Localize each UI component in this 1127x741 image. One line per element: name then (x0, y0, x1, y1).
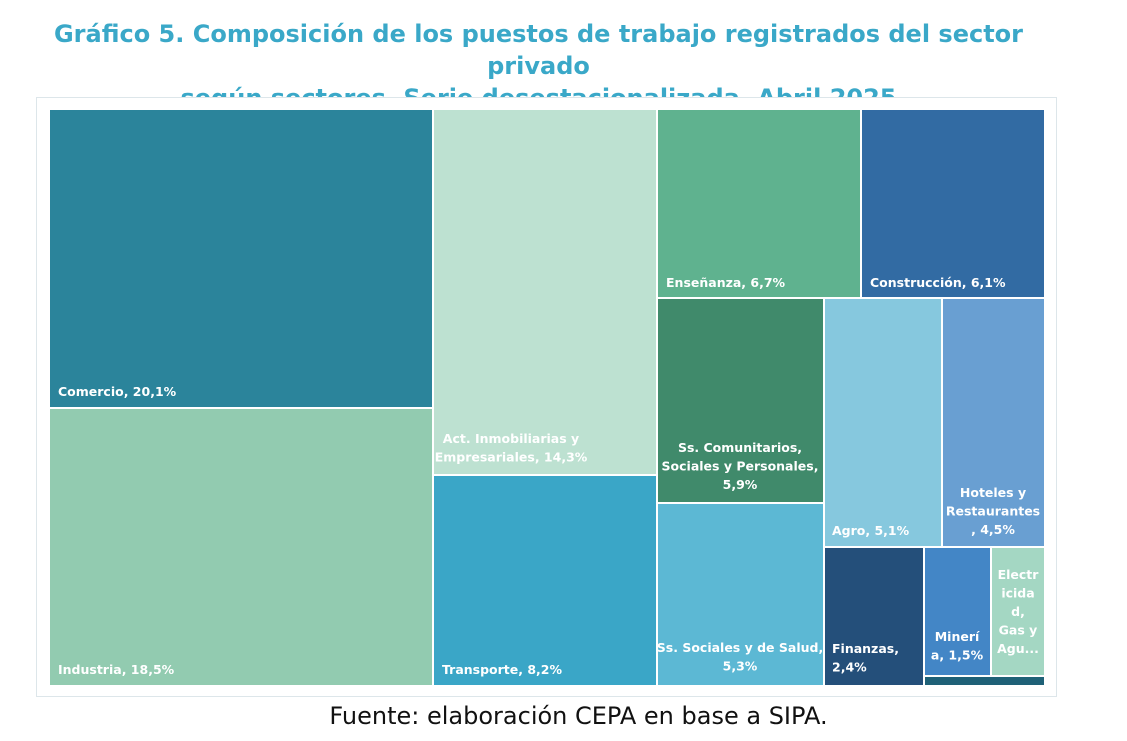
treemap-label-line: Agu... (997, 641, 1039, 656)
treemap-label-line: Ss. Sociales y de Salud, (657, 640, 823, 655)
treemap-cell-electricidad-gas-y-agua (992, 548, 1044, 675)
treemap-label-line: , 4,5% (971, 522, 1015, 537)
treemap-label-finanzas: Finanzas, 2,4% (832, 641, 899, 675)
treemap-cell-finanzas (825, 548, 923, 685)
treemap-label-line: Hoteles y (960, 485, 1026, 500)
treemap-cell-ensenanza (658, 110, 860, 297)
treemap-label-line: Construcción, 6,1% (870, 275, 1006, 290)
treemap-label-line: Minerí (935, 629, 980, 644)
treemap-cell-minor-sector (925, 677, 1044, 685)
treemap-label-line: Sociales y Personales, (662, 459, 819, 474)
treemap-cell-industria (50, 409, 432, 685)
treemap-cell-mineria (925, 548, 990, 675)
treemap-label-line: icida (1001, 586, 1034, 601)
treemap-label-line: a, 1,5% (931, 648, 984, 663)
treemap-cell-act-inmobiliarias-y-empresariales (434, 110, 656, 474)
treemap-label-line: Finanzas, (832, 641, 899, 656)
treemap-cell-transporte (434, 476, 656, 685)
treemap-label-line: Comercio, 20,1% (58, 384, 177, 399)
treemap-cell-ss-comunitarios-sociales-y-personales (658, 299, 823, 502)
source-note: Fuente: elaboración CEPA en base a SIPA. (329, 702, 828, 730)
treemap-label-electricidad-gas-y-agua: Electr icida d, Gas y Agu... (997, 567, 1039, 656)
treemap-label-line: Industria, 18,5% (58, 662, 175, 677)
treemap-cell-comercio (50, 110, 432, 407)
treemap-label-transporte: Transporte, 8,2% (442, 662, 562, 677)
treemap-label-agro: Agro, 5,1% (832, 523, 910, 538)
treemap-label-ss-sociales-y-de-salud: Ss. Sociales y de Salud, 5,3% (657, 640, 823, 674)
treemap-cell-construccion (862, 110, 1044, 297)
treemap-label-comercio: Comercio, 20,1% (58, 384, 177, 399)
treemap-label-industria: Industria, 18,5% (58, 662, 175, 677)
treemap-label-line: Restaurantes (946, 504, 1040, 519)
treemap-label-act-inmobiliarias-y-empresariales: Act. Inmobiliarias y Empresariales, 14,3% (435, 431, 588, 465)
treemap-label-line: Electr (998, 567, 1040, 582)
treemap-label-line: 5,9% (723, 477, 758, 492)
treemap-cell-hoteles-y-restaurantes (943, 299, 1044, 546)
treemap-label-ss-comunitarios-sociales-y-personales: Ss. Comunitarios, Sociales y Personales, 5… (662, 440, 819, 492)
treemap-label-hoteles-y-restaurantes: Hoteles y Restaurantes , 4,5% (946, 485, 1040, 537)
treemap-label-mineria: Minerí a, 1,5% (931, 629, 984, 663)
treemap-label-line: 2,4% (832, 660, 867, 675)
treemap-label-line: 5,3% (723, 659, 758, 674)
treemap-label-line: Enseñanza, 6,7% (666, 275, 786, 290)
treemap-cell-agro (825, 299, 941, 546)
treemap-label-line: Gas y (999, 623, 1038, 638)
treemap-label-line: Ss. Comunitarios, (678, 440, 802, 455)
treemap-label-line: Agro, 5,1% (832, 523, 910, 538)
chart-title-line-1: Gráfico 5. Composición de los puestos de… (53, 20, 1024, 80)
treemap-label-ensenanza: Enseñanza, 6,7% (666, 275, 786, 290)
treemap-label-construccion: Construcción, 6,1% (870, 275, 1006, 290)
treemap-label-line: Transporte, 8,2% (442, 662, 562, 677)
treemap-label-line: d, (1011, 604, 1025, 619)
treemap-cell-ss-sociales-y-de-salud (658, 504, 823, 685)
treemap-label-line: Act. Inmobiliarias y (443, 431, 579, 446)
treemap-label-line: Empresariales, 14,3% (435, 450, 588, 465)
